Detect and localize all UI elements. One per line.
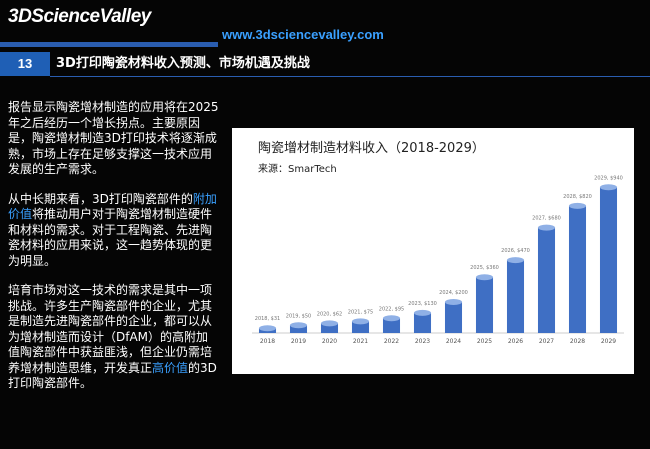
x-tick-label: 2018: [260, 338, 275, 345]
bar: [289, 325, 308, 333]
value-label: 2023, $130: [408, 301, 437, 307]
x-tick-label: 2022: [384, 338, 399, 345]
x-tick-label: 2019: [291, 338, 306, 345]
value-label: 2018, $31: [255, 316, 280, 322]
bar: [351, 321, 370, 333]
bar: [475, 277, 494, 333]
bar-cap: [320, 320, 339, 327]
bar-cap: [289, 322, 308, 329]
bar: [506, 260, 525, 333]
value-label: 2022, $95: [379, 306, 404, 312]
bar-cap: [568, 202, 587, 209]
bar-cap: [537, 224, 556, 231]
bar-cap: [506, 257, 525, 264]
paragraph: 从中长期来看，3D打印陶瓷部件的附加价值将推动用户对于陶瓷增材制造硬件和材料的需…: [8, 192, 220, 270]
bar-cap: [599, 184, 618, 191]
text: 培育市场对这一技术的需求是其中一项挑战。许多生产陶瓷部件的企业，尤其是制造先进陶…: [8, 283, 213, 375]
chart: 陶瓷增材制造材料收入（2018-2029） 来源：SmarTech 2018 20…: [232, 128, 634, 374]
value-label: 2026, $470: [501, 248, 530, 254]
highlight-text: 附加价值: [8, 191, 217, 222]
bar: [444, 302, 463, 333]
value-label: 2021, $75: [348, 309, 373, 315]
logo: 3DScienceValley: [8, 6, 151, 27]
text: 的3D打印陶瓷部件。: [8, 360, 217, 391]
x-tick-label: 2025: [477, 338, 492, 345]
highlight-text: 高价值: [152, 360, 189, 375]
x-tick-label: 2026: [508, 338, 523, 345]
bar: [413, 312, 432, 333]
paragraph: 培育市场对这一技术的需求是其中一项挑战。许多生产陶瓷部件的企业，尤其是制造先进陶…: [8, 283, 220, 392]
divider: [0, 42, 218, 47]
text: 将推动用户对于陶瓷增材制造硬件和材料的需求。对于工程陶瓷、先进陶瓷材料的应用来说…: [8, 207, 213, 268]
bar: [568, 205, 587, 333]
value-label: 2020, $62: [317, 311, 342, 317]
bar-cap: [413, 309, 432, 316]
bar: [382, 318, 401, 333]
x-tick-label: 2020: [322, 338, 337, 345]
body-text: 报告显示陶瓷增材制造的应用将在2025年之后经历一个增长拐点。主要原因是，陶瓷增…: [8, 100, 220, 406]
paragraph: 报告显示陶瓷增材制造的应用将在2025年之后经历一个增长拐点。主要原因是，陶瓷增…: [8, 100, 220, 178]
text: 报告显示陶瓷增材制造的应用将在2025年之后经历一个增长拐点。主要原因是，陶瓷增…: [8, 100, 219, 176]
x-tick-label: 2029: [601, 338, 616, 345]
text: 从中长期来看，3D打印陶瓷部件的: [8, 191, 193, 206]
bar: [599, 187, 618, 333]
bar: [537, 227, 556, 333]
divider: [50, 76, 650, 77]
x-tick-label: 2027: [539, 338, 554, 345]
bar-cap: [351, 318, 370, 325]
bar-cap: [258, 325, 277, 332]
bar-cap: [475, 274, 494, 281]
x-tick-label: 2024: [446, 338, 461, 345]
value-label: 2025, $360: [470, 265, 499, 271]
x-tick-label: 2021: [353, 338, 368, 345]
bar: [320, 323, 339, 333]
x-tick-label: 2028: [570, 338, 585, 345]
x-tick-label: 2023: [415, 338, 430, 345]
bar-cap: [382, 315, 401, 322]
slide-title: 3D打印陶瓷材料收入预测、市场机遇及挑战: [56, 56, 310, 71]
value-label: 2029, $940: [594, 175, 623, 181]
value-label: 2027, $680: [532, 216, 561, 222]
value-label: 2028, $820: [563, 194, 592, 200]
bar-cap: [444, 299, 463, 305]
url[interactable]: www.3dsciencevalley.com: [222, 27, 384, 42]
slide-number: 13: [0, 52, 50, 76]
value-label: 2019, $50: [286, 313, 311, 319]
chart-title: 陶瓷增材制造材料收入（2018-2029）: [258, 140, 485, 156]
chart-subtitle: 来源：SmarTech: [258, 162, 337, 175]
value-label: 2024, $200: [439, 290, 468, 296]
